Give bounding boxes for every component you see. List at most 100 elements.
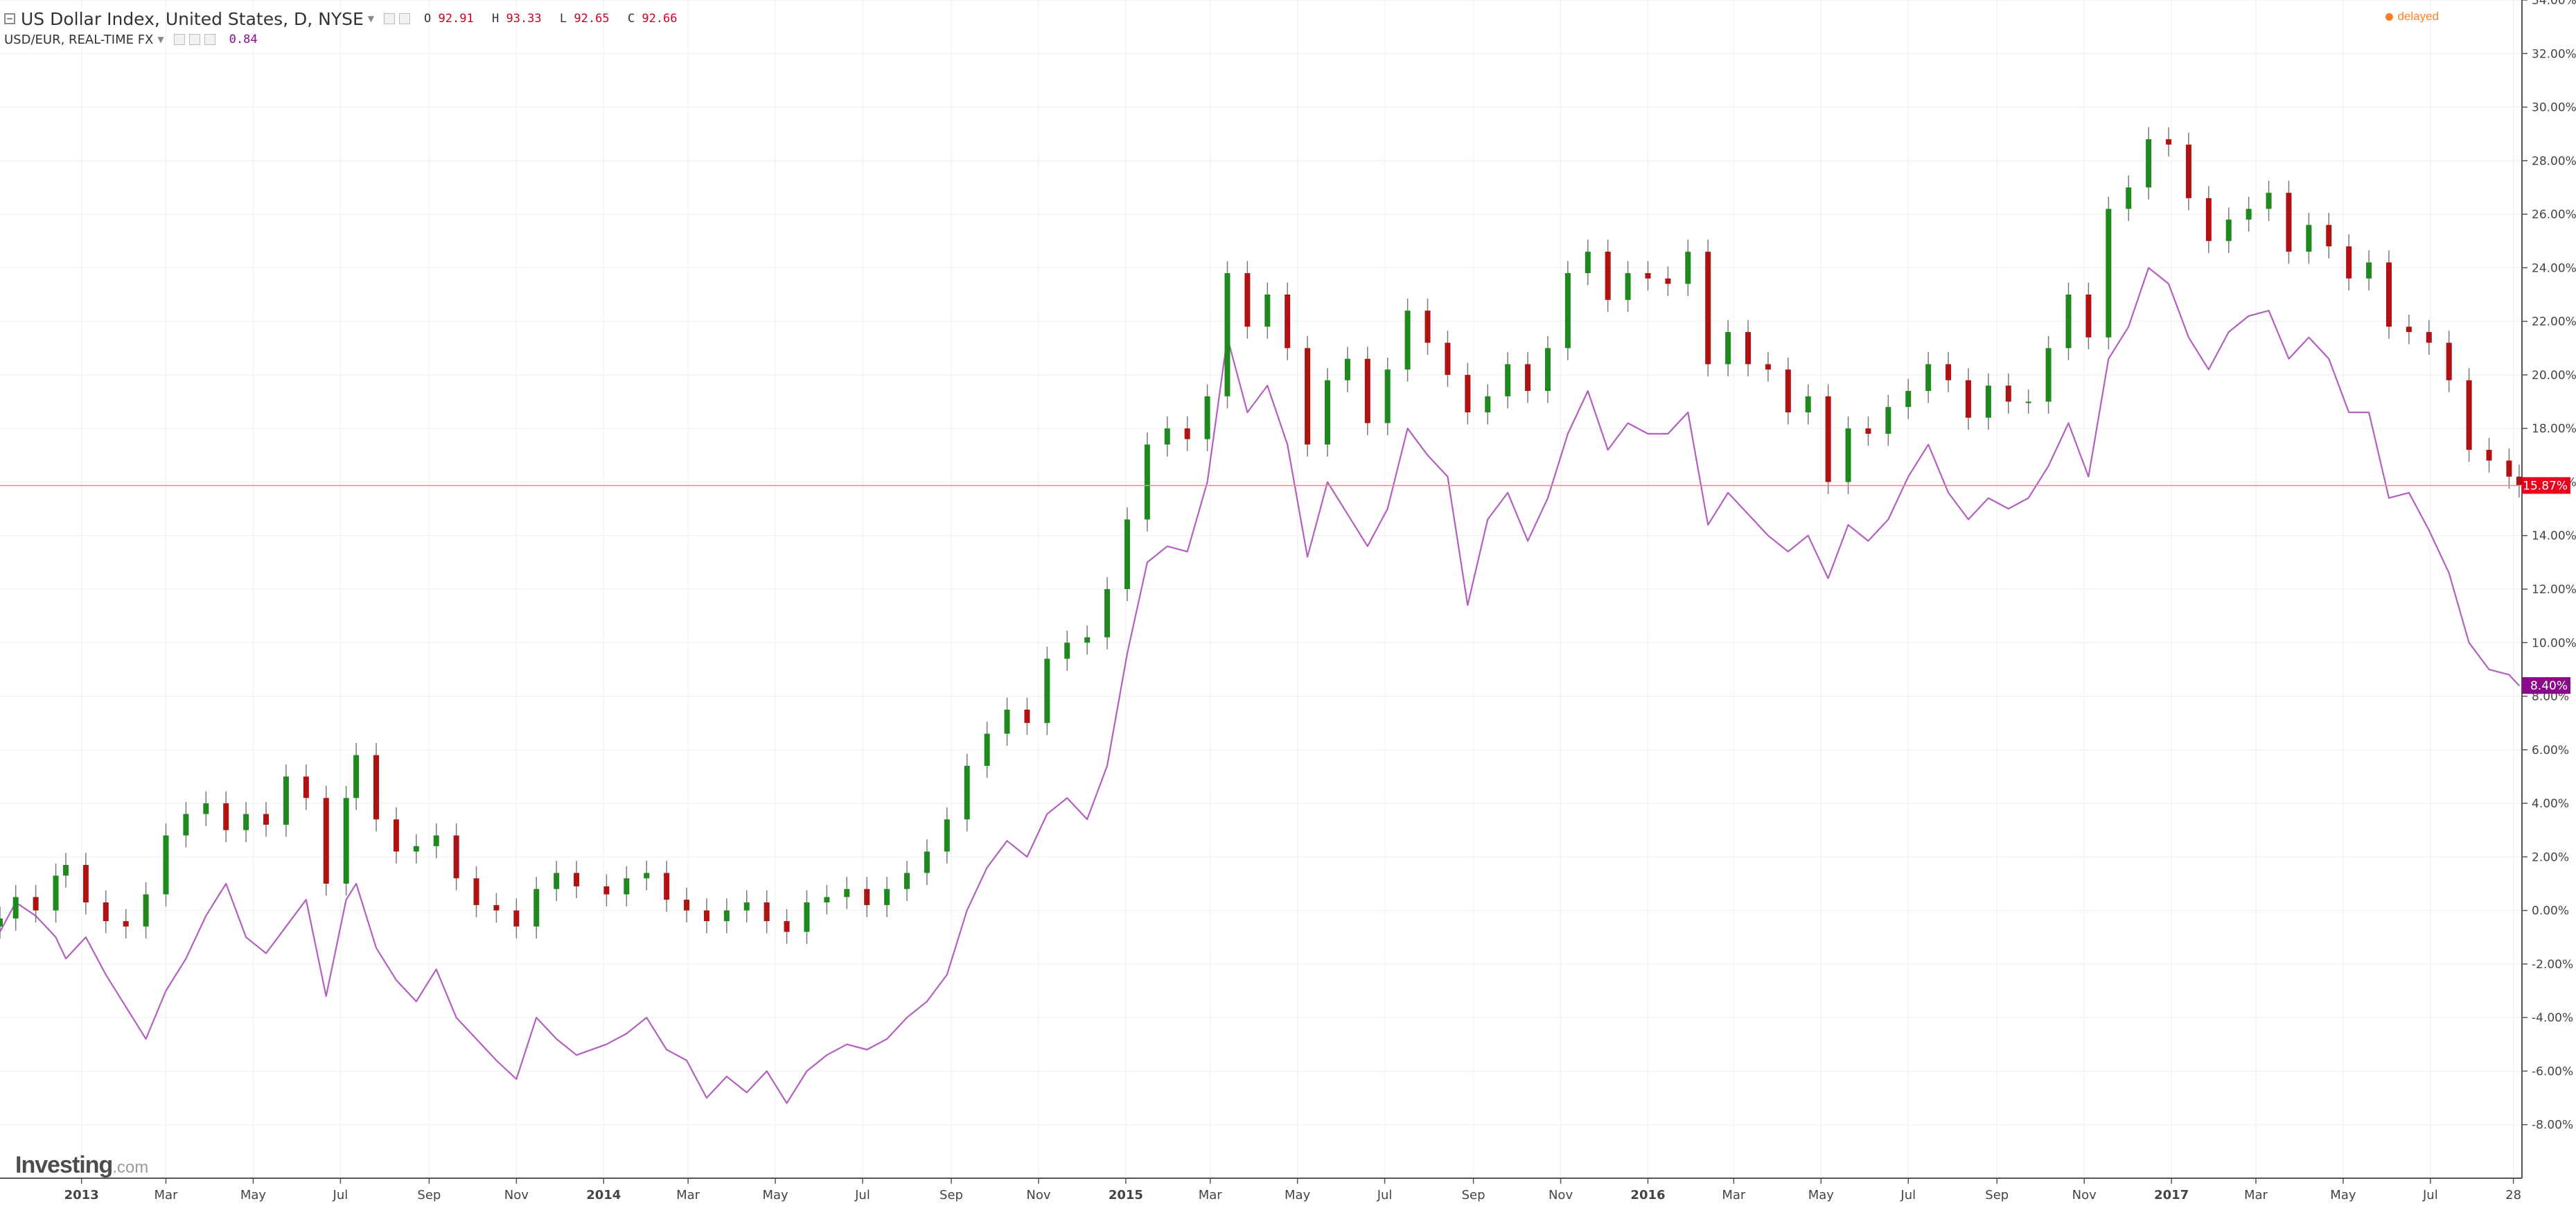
candle	[2516, 464, 2522, 498]
candle	[1885, 394, 1891, 446]
settings-icon[interactable]	[173, 34, 185, 45]
investing-logo: Investing .com	[15, 1152, 148, 1179]
candle-body	[533, 889, 540, 927]
settings-icon[interactable]	[384, 13, 396, 24]
usd-eur-point	[666, 1049, 667, 1051]
main-series-legend[interactable]: US Dollar Index, United States, D, NYSE …	[4, 7, 689, 30]
y-tick-label: 34.00%	[2532, 0, 2576, 8]
usd-eur-point	[1607, 449, 1609, 450]
usd-eur-point	[686, 1060, 687, 1061]
candle-body	[884, 889, 890, 905]
usd-eur-point	[726, 1076, 727, 1077]
candle-body	[1404, 310, 1411, 370]
usd-eur-point	[345, 899, 347, 900]
candle-body	[2205, 198, 2212, 241]
candle	[1585, 239, 1591, 286]
candle	[303, 764, 309, 810]
comparison-legend[interactable]: USD/EUR, REAL-TIME FX ▼ 0.84	[4, 30, 258, 49]
usd-eur-point	[2227, 331, 2230, 333]
candle	[1044, 647, 1050, 735]
candle	[1124, 507, 1130, 602]
candle	[353, 743, 360, 810]
usd-eur-point	[1968, 518, 1969, 520]
candle	[1645, 261, 1651, 291]
usd-eur-point	[1507, 492, 1508, 493]
usd-eur-point	[2348, 412, 2349, 413]
usd-eur-point	[1046, 813, 1048, 815]
y-tick-label: -8.00%	[2532, 1119, 2573, 1132]
delayed-status: delayed	[2385, 10, 2439, 24]
symbol-title[interactable]: US Dollar Index, United States, D, NYSE	[21, 8, 364, 29]
usd-eur-point	[1267, 385, 1269, 387]
time-axis[interactable]: 2013 Mar May Jul Sep Nov 2014 Mar May Jul Sep Nov 20…	[0, 1178, 2522, 1202]
usd-eur-point	[2188, 337, 2189, 338]
candle-body	[1785, 369, 1791, 412]
usd-eur-point	[826, 1054, 828, 1056]
candle	[413, 834, 419, 864]
chevron-down-icon[interactable]: ▼	[367, 14, 375, 24]
candle-body	[2185, 144, 2191, 198]
usd-eur-point	[225, 883, 227, 884]
hide-icon[interactable]	[399, 13, 411, 24]
candle	[1364, 347, 1370, 435]
y-tick-label: 0.00%	[2532, 904, 2569, 918]
candle	[2406, 314, 2412, 344]
candle-body	[1645, 273, 1651, 279]
candle-body	[554, 873, 560, 889]
candle	[343, 785, 349, 896]
candle	[1144, 432, 1150, 532]
usd-eur-point	[65, 958, 67, 959]
candle-body	[2126, 187, 2132, 209]
candle-body	[123, 921, 129, 927]
remove-icon[interactable]	[204, 34, 215, 45]
candle-body	[12, 897, 19, 919]
price-axis[interactable]: -8.00% -6.00% -4.00% -2.00% 0.00% 2.00% 4.00% 6…	[2521, 0, 2576, 1178]
candle	[574, 861, 580, 899]
usd-eur-point	[786, 1103, 788, 1104]
usd-eur-point	[2408, 492, 2410, 493]
y-tick-label: 14.00%	[2532, 529, 2576, 543]
y-tick-label: 6.00%	[2532, 744, 2569, 758]
close-key: C	[627, 12, 635, 26]
candle-body	[2486, 450, 2492, 461]
candle-body	[1605, 252, 1611, 300]
usd-eur-point	[515, 1078, 518, 1080]
candle	[1564, 261, 1571, 360]
usd-eur-point	[746, 1092, 748, 1094]
x-tick-label: Mar	[676, 1188, 700, 1202]
candle-body	[574, 873, 580, 886]
usd-eur-point	[1086, 819, 1088, 821]
comparison-title[interactable]: USD/EUR, REAL-TIME FX	[4, 32, 154, 47]
value-badge-label: 15.87%	[2523, 479, 2568, 493]
y-tick-label: 20.00%	[2532, 369, 2576, 383]
hide-icon[interactable]	[188, 34, 200, 45]
candle-body	[984, 733, 990, 766]
candle	[1605, 239, 1611, 313]
candle	[1805, 384, 1811, 425]
usd-eur-point	[2508, 674, 2510, 676]
usd-eur-point	[1948, 492, 1949, 493]
candle-body	[1384, 369, 1391, 423]
candle-body	[2045, 348, 2052, 402]
usd-eur-point	[2208, 369, 2209, 370]
candle-body	[2406, 326, 2412, 333]
candle	[743, 890, 750, 923]
candle	[1184, 416, 1190, 452]
low-value: 92.65	[574, 12, 610, 26]
candle	[163, 823, 169, 907]
candle-body	[103, 902, 109, 922]
usd-eur-point	[576, 1054, 577, 1056]
collapse-legend-icon[interactable]	[4, 13, 15, 24]
candle-body	[373, 755, 380, 820]
candle-body	[1124, 519, 1130, 589]
y-tick-label: 30.00%	[2532, 101, 2576, 115]
candle	[2005, 373, 2011, 414]
chevron-down-icon[interactable]: ▼	[157, 35, 164, 44]
candle	[1204, 384, 1210, 452]
usd-eur-point	[245, 936, 247, 938]
candle-body	[1985, 385, 1991, 418]
y-tick-label: 24.00%	[2532, 261, 2576, 275]
candle-body	[2306, 225, 2312, 252]
last-value-badges: 15.87% 8.40%	[2522, 477, 2570, 694]
